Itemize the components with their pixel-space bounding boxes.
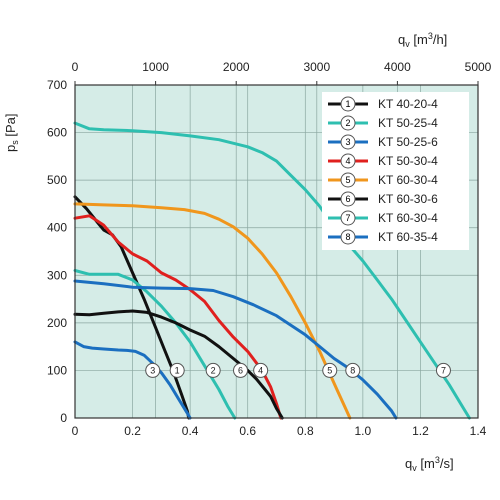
y-tick-label: 200	[47, 316, 67, 330]
legend-marker-number: 3	[345, 137, 350, 147]
y-axis-ticks: 0 100 200 300 400 500 600 700	[47, 78, 67, 425]
curve-marker-4: 4	[253, 362, 269, 378]
legend-item-6: 6 KT 60-30-6	[328, 191, 438, 207]
curve-8	[73, 279, 398, 420]
legend-label: KT 50-25-6	[378, 135, 438, 149]
x-tick-label: 1.2	[412, 424, 429, 438]
legend-marker	[340, 210, 356, 226]
legend-marker	[340, 153, 356, 169]
curve-6	[73, 309, 284, 420]
x-tick-label: 0.6	[239, 424, 256, 438]
marker-number: 5	[327, 365, 332, 375]
x-axis-ticks: 0 0.2 0.4 0.6 0.8 1.0 1.2 1.4	[72, 424, 487, 438]
curve-2	[73, 269, 237, 420]
legend-marker-number: 8	[345, 232, 350, 242]
curve-marker-7: 7	[435, 362, 451, 378]
marker-number: 3	[150, 365, 155, 375]
marker-circle	[145, 362, 161, 378]
x-tick-label: 1.4	[470, 424, 487, 438]
legend-marker-number: 7	[345, 213, 350, 223]
marker-circle	[169, 362, 185, 378]
curve-marker-6: 6	[233, 362, 249, 378]
x-axis-label: qv [m3/s]	[405, 455, 454, 473]
marker-circle	[435, 362, 451, 378]
y-tick-label: 100	[47, 363, 67, 377]
legend-label: KT 60-35-4	[378, 230, 438, 244]
legend-label: KT 60-30-4	[378, 211, 438, 225]
legend-marker	[340, 229, 356, 245]
x-top-tick-label: 5000	[465, 60, 492, 74]
legend-marker-number: 6	[345, 194, 350, 204]
y-tick-label: 400	[47, 221, 67, 235]
curve-3	[73, 340, 192, 420]
x-top-tick-label: 0	[72, 60, 79, 74]
legend-label: KT 60-30-6	[378, 192, 438, 206]
legend-marker-number: 5	[345, 175, 350, 185]
legend-item-8: 8 KT 60-35-4	[328, 229, 438, 245]
marker-circle	[322, 362, 338, 378]
y-tick-label: 700	[47, 78, 67, 92]
legend: 1 KT 40-20-4 2 KT 50-25-4 3 KT 50-25-6 4 KT 50-…	[322, 92, 469, 250]
y-axis-label: ps [Pa]	[3, 114, 20, 152]
x-top-tick-label: 4000	[384, 60, 411, 74]
y-tick-label: 0	[60, 411, 67, 425]
marker-number: 4	[258, 365, 263, 375]
marker-number: 2	[211, 365, 216, 375]
marker-circle	[345, 362, 361, 378]
curve-7	[73, 121, 471, 420]
curve-marker-3: 3	[145, 362, 161, 378]
legend-item-2: 2 KT 50-25-4	[328, 115, 438, 131]
legend-marker	[340, 96, 356, 112]
legend-marker-number: 2	[345, 118, 350, 128]
curve-marker-2: 2	[205, 362, 221, 378]
x-tick-label: 0.2	[124, 424, 141, 438]
marker-circle	[253, 362, 269, 378]
curve-marker-5: 5	[322, 362, 338, 378]
marker-number: 1	[175, 365, 180, 375]
legend-label: KT 40-20-4	[378, 97, 438, 111]
x-tick-label: 0	[72, 424, 79, 438]
legend-label: KT 50-30-4	[378, 154, 438, 168]
x-tick-label: 0.4	[182, 424, 199, 438]
legend-item-7: 7 KT 60-30-4	[328, 210, 438, 226]
legend-marker	[340, 115, 356, 131]
plot-frame	[74, 84, 479, 419]
marker-number: 7	[441, 365, 446, 375]
x-top-tick-label: 3000	[303, 60, 330, 74]
x-top-tick-label: 1000	[142, 60, 169, 74]
legend-item-4: 4 KT 50-30-4	[328, 153, 438, 169]
legend-marker	[340, 134, 356, 150]
x-tick-label: 0.8	[297, 424, 314, 438]
legend-label: KT 60-30-4	[378, 173, 438, 187]
x-tick-label: 1.0	[355, 424, 372, 438]
legend-item-5: 5 KT 60-30-4	[328, 172, 438, 188]
y-tick-label: 500	[47, 173, 67, 187]
marker-circle	[205, 362, 221, 378]
y-tick-label: 300	[47, 268, 67, 282]
curve-markers: 1 2 3 4 5 6 7 8	[145, 362, 451, 378]
x-top-axis-ticks: 0 1000 2000 3000 4000 5000	[72, 60, 492, 85]
legend-label: KT 50-25-4	[378, 116, 438, 130]
marker-circle	[233, 362, 249, 378]
x-top-tick-label: 2000	[223, 60, 250, 74]
legend-marker	[340, 172, 356, 188]
marker-number: 6	[238, 365, 243, 375]
legend-item-1: 1 KT 40-20-4	[328, 96, 438, 112]
legend-item-3: 3 KT 50-25-6	[328, 134, 438, 150]
y-tick-label: 600	[47, 126, 67, 140]
legend-marker-number: 1	[345, 99, 350, 109]
curve-marker-1: 1	[169, 362, 185, 378]
legend-marker-number: 4	[345, 156, 350, 166]
curve-marker-8: 8	[345, 362, 361, 378]
marker-number: 8	[350, 365, 355, 375]
legend-marker	[340, 191, 356, 207]
x-top-axis-label: qv [m3/h]	[398, 31, 447, 49]
